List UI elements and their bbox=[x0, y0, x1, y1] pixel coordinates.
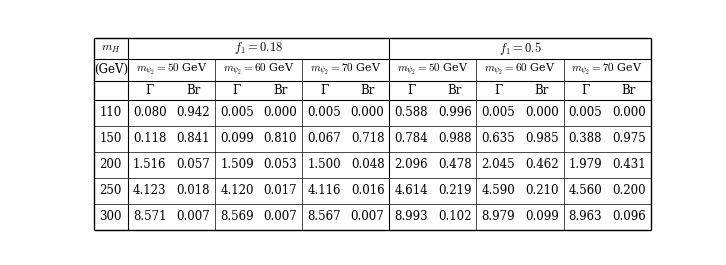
Text: $f_1 = 0.5$: $f_1 = 0.5$ bbox=[499, 40, 542, 57]
Text: 2.096: 2.096 bbox=[394, 158, 428, 171]
Text: 0.000: 0.000 bbox=[351, 107, 385, 120]
Text: 8.963: 8.963 bbox=[568, 210, 602, 223]
Text: 0.102: 0.102 bbox=[438, 210, 471, 223]
Text: 8.571: 8.571 bbox=[133, 210, 167, 223]
Text: 250: 250 bbox=[99, 184, 122, 197]
Text: Γ: Γ bbox=[494, 84, 502, 97]
Text: 0.005: 0.005 bbox=[220, 107, 254, 120]
Text: 0.017: 0.017 bbox=[264, 184, 298, 197]
Text: Γ: Γ bbox=[407, 84, 415, 97]
Text: (GeV): (GeV) bbox=[94, 63, 128, 76]
Text: Γ: Γ bbox=[146, 84, 154, 97]
Text: 0.810: 0.810 bbox=[264, 132, 297, 145]
Text: 0.096: 0.096 bbox=[612, 210, 645, 223]
Text: 0.988: 0.988 bbox=[438, 132, 471, 145]
Text: 0.478: 0.478 bbox=[438, 158, 471, 171]
Text: Br: Br bbox=[447, 84, 462, 97]
Text: 0.000: 0.000 bbox=[612, 107, 645, 120]
Text: 0.007: 0.007 bbox=[351, 210, 385, 223]
Text: $m_{\psi_2} = 70$ GeV: $m_{\psi_2} = 70$ GeV bbox=[571, 61, 643, 78]
Text: $m_{\psi_2} = 70$ GeV: $m_{\psi_2} = 70$ GeV bbox=[310, 61, 382, 78]
Text: 0.431: 0.431 bbox=[612, 158, 645, 171]
Text: 0.942: 0.942 bbox=[176, 107, 211, 120]
Text: 2.045: 2.045 bbox=[481, 158, 515, 171]
Text: 0.005: 0.005 bbox=[307, 107, 341, 120]
Text: 0.118: 0.118 bbox=[133, 132, 166, 145]
Text: 8.569: 8.569 bbox=[220, 210, 254, 223]
Text: 1.500: 1.500 bbox=[307, 158, 340, 171]
Text: 0.067: 0.067 bbox=[307, 132, 341, 145]
Text: 0.099: 0.099 bbox=[525, 210, 558, 223]
Text: 4.560: 4.560 bbox=[568, 184, 602, 197]
Text: 0.200: 0.200 bbox=[612, 184, 645, 197]
Text: 1.979: 1.979 bbox=[568, 158, 602, 171]
Text: 0.718: 0.718 bbox=[351, 132, 384, 145]
Text: 4.123: 4.123 bbox=[133, 184, 167, 197]
Text: 0.210: 0.210 bbox=[525, 184, 558, 197]
Text: $m_{\psi_2} = 50$ GeV: $m_{\psi_2} = 50$ GeV bbox=[136, 61, 208, 78]
Text: $m_{\psi_2} = 50$ GeV: $m_{\psi_2} = 50$ GeV bbox=[397, 61, 469, 78]
Text: 0.975: 0.975 bbox=[612, 132, 645, 145]
Text: $m_{\psi_2} = 60$ GeV: $m_{\psi_2} = 60$ GeV bbox=[223, 61, 295, 78]
Text: 8.979: 8.979 bbox=[481, 210, 515, 223]
Text: Br: Br bbox=[273, 84, 287, 97]
Text: 300: 300 bbox=[99, 210, 122, 223]
Text: 0.007: 0.007 bbox=[176, 210, 211, 223]
Text: Br: Br bbox=[534, 84, 549, 97]
Text: 0.784: 0.784 bbox=[394, 132, 428, 145]
Text: Γ: Γ bbox=[320, 84, 328, 97]
Text: 4.614: 4.614 bbox=[394, 184, 428, 197]
Text: 0.016: 0.016 bbox=[351, 184, 384, 197]
Text: 8.993: 8.993 bbox=[394, 210, 428, 223]
Text: 0.018: 0.018 bbox=[176, 184, 210, 197]
Text: 4.590: 4.590 bbox=[481, 184, 515, 197]
Text: 0.996: 0.996 bbox=[438, 107, 471, 120]
Text: 0.007: 0.007 bbox=[264, 210, 298, 223]
Text: 110: 110 bbox=[99, 107, 122, 120]
Text: 0.057: 0.057 bbox=[176, 158, 211, 171]
Text: 0.219: 0.219 bbox=[438, 184, 471, 197]
Text: 1.516: 1.516 bbox=[133, 158, 167, 171]
Text: 1.509: 1.509 bbox=[220, 158, 254, 171]
Text: $m_H$: $m_H$ bbox=[101, 42, 121, 55]
Text: 0.099: 0.099 bbox=[220, 132, 254, 145]
Text: Γ: Γ bbox=[233, 84, 241, 97]
Text: Br: Br bbox=[187, 84, 200, 97]
Text: 0.588: 0.588 bbox=[394, 107, 428, 120]
Text: 4.120: 4.120 bbox=[220, 184, 253, 197]
Text: 0.841: 0.841 bbox=[176, 132, 210, 145]
Text: 8.567: 8.567 bbox=[307, 210, 340, 223]
Text: 0.388: 0.388 bbox=[568, 132, 602, 145]
Text: 0.985: 0.985 bbox=[525, 132, 558, 145]
Text: 0.005: 0.005 bbox=[481, 107, 515, 120]
Text: Γ: Γ bbox=[581, 84, 590, 97]
Text: 4.116: 4.116 bbox=[307, 184, 340, 197]
Text: 0.635: 0.635 bbox=[481, 132, 515, 145]
Text: 0.000: 0.000 bbox=[264, 107, 298, 120]
Text: 200: 200 bbox=[99, 158, 122, 171]
Text: 0.462: 0.462 bbox=[525, 158, 558, 171]
Text: 0.048: 0.048 bbox=[351, 158, 384, 171]
Text: Br: Br bbox=[621, 84, 636, 97]
Text: Br: Br bbox=[360, 84, 375, 97]
Text: 150: 150 bbox=[99, 132, 122, 145]
Text: $m_{\psi_2} = 60$ GeV: $m_{\psi_2} = 60$ GeV bbox=[484, 61, 556, 78]
Text: 0.080: 0.080 bbox=[133, 107, 167, 120]
Text: $f_1 = 0.18$: $f_1 = 0.18$ bbox=[234, 40, 283, 56]
Text: 0.053: 0.053 bbox=[264, 158, 298, 171]
Text: 0.005: 0.005 bbox=[568, 107, 602, 120]
Text: 0.000: 0.000 bbox=[525, 107, 558, 120]
